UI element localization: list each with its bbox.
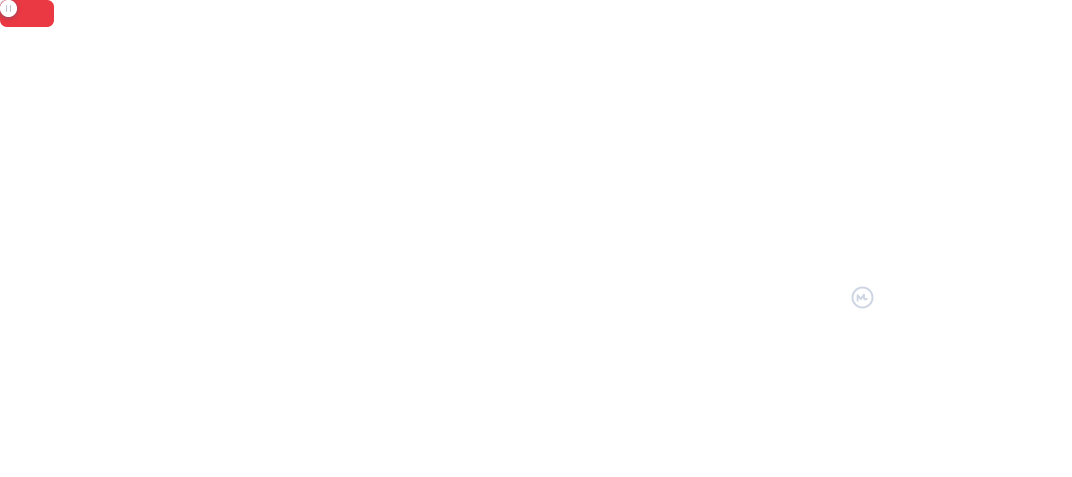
range-navigator[interactable] [0, 403, 1072, 456]
navigator-right-handle[interactable] [0, 0, 17, 17]
coinmarketcap-logo-icon [851, 286, 874, 308]
main-chart-canvas[interactable] [0, 0, 1072, 390]
